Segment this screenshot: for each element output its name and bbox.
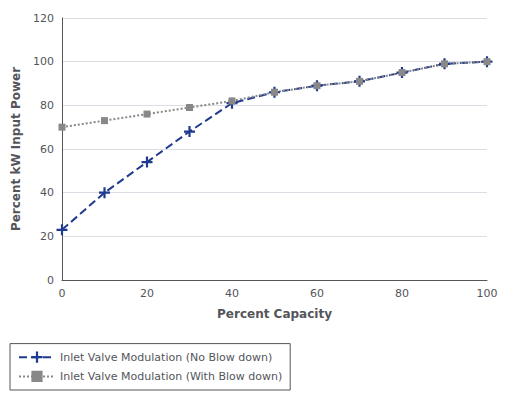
svg-text:Inlet Valve Modulation (No Blo: Inlet Valve Modulation (No Blow down) xyxy=(60,351,272,364)
svg-text:100: 100 xyxy=(33,55,54,68)
svg-text:0: 0 xyxy=(47,274,54,287)
svg-text:80: 80 xyxy=(395,287,409,300)
svg-text:40: 40 xyxy=(40,186,54,199)
svg-text:100: 100 xyxy=(477,287,498,300)
svg-text:Percent Capacity: Percent Capacity xyxy=(217,307,332,321)
svg-text:60: 60 xyxy=(310,287,324,300)
svg-text:Percent kW Input Power: Percent kW Input Power xyxy=(9,67,23,231)
svg-text:20: 20 xyxy=(140,287,154,300)
svg-text:60: 60 xyxy=(40,143,54,156)
svg-text:40: 40 xyxy=(225,287,239,300)
svg-text:20: 20 xyxy=(40,230,54,243)
svg-text:120: 120 xyxy=(33,12,54,25)
svg-text:80: 80 xyxy=(40,99,54,112)
svg-text:Inlet Valve Modulation (With B: Inlet Valve Modulation (With Blow down) xyxy=(60,370,282,383)
svg-text:0: 0 xyxy=(59,287,66,300)
